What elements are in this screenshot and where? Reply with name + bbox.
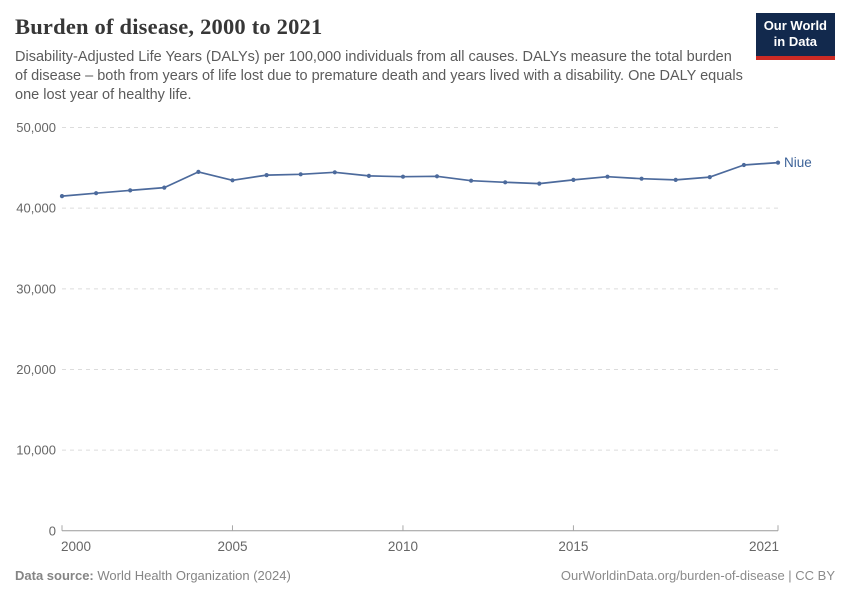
chart-subtitle: Disability-Adjusted Life Years (DALYs) p…: [15, 49, 743, 104]
data-point[interactable]: [673, 177, 678, 182]
y-axis-tick-label: 10,000: [16, 443, 56, 458]
data-point[interactable]: [162, 185, 167, 190]
data-point[interactable]: [332, 170, 337, 175]
data-point[interactable]: [94, 191, 99, 196]
y-axis-tick-label: 40,000: [16, 201, 56, 216]
data-point[interactable]: [264, 173, 269, 178]
data-point[interactable]: [537, 181, 542, 186]
x-axis-tick-label: 2000: [61, 539, 91, 554]
data-point[interactable]: [59, 194, 65, 199]
owid-url-license[interactable]: OurWorldinData.org/burden-of-disease | C…: [560, 568, 835, 583]
data-point[interactable]: [128, 188, 133, 193]
page-title: Burden of disease, 2000 to 2021: [15, 14, 323, 39]
data-point[interactable]: [230, 178, 235, 183]
data-point[interactable]: [400, 174, 406, 179]
owid-logo[interactable]: Our World in Data: [755, 13, 835, 60]
x-axis-tick-label: 2021: [749, 539, 779, 554]
data-point[interactable]: [434, 174, 440, 179]
data-point[interactable]: [503, 180, 508, 185]
series-label-niue: Niue: [784, 155, 812, 170]
y-axis-tick-label: 0: [49, 523, 56, 538]
data-point[interactable]: [639, 176, 644, 181]
data-source-value: World Health Organization (2024): [97, 568, 291, 583]
owid-logo-line2: in Data: [773, 34, 818, 50]
data-point[interactable]: [741, 162, 747, 168]
data-point[interactable]: [469, 178, 474, 183]
owid-logo-line1: Our World: [763, 18, 827, 33]
x-axis-tick-label: 2010: [388, 539, 418, 554]
chart-header: Burden of disease, 2000 to 2021 Disabili…: [15, 13, 835, 105]
data-line[interactable]: [61, 161, 779, 197]
data-point[interactable]: [707, 175, 712, 180]
chart-footer: Data source: World Health Organization (…: [15, 568, 835, 583]
data-source-label: Data source:: [15, 568, 94, 583]
x-axis-tick-label: 2015: [558, 539, 588, 554]
data-point[interactable]: [196, 169, 201, 174]
data-point[interactable]: [366, 173, 371, 178]
x-axis-tick-label: 2005: [217, 539, 247, 554]
data-point[interactable]: [605, 174, 610, 179]
y-axis-tick-label: 50,000: [16, 120, 56, 135]
data-point[interactable]: [298, 172, 303, 177]
data-point[interactable]: [571, 177, 576, 182]
data-point[interactable]: [775, 160, 781, 165]
y-axis-tick-label: 30,000: [16, 281, 56, 296]
y-axis-tick-label: 20,000: [16, 362, 56, 377]
data-source-note: Data source: World Health Organization (…: [15, 568, 291, 583]
